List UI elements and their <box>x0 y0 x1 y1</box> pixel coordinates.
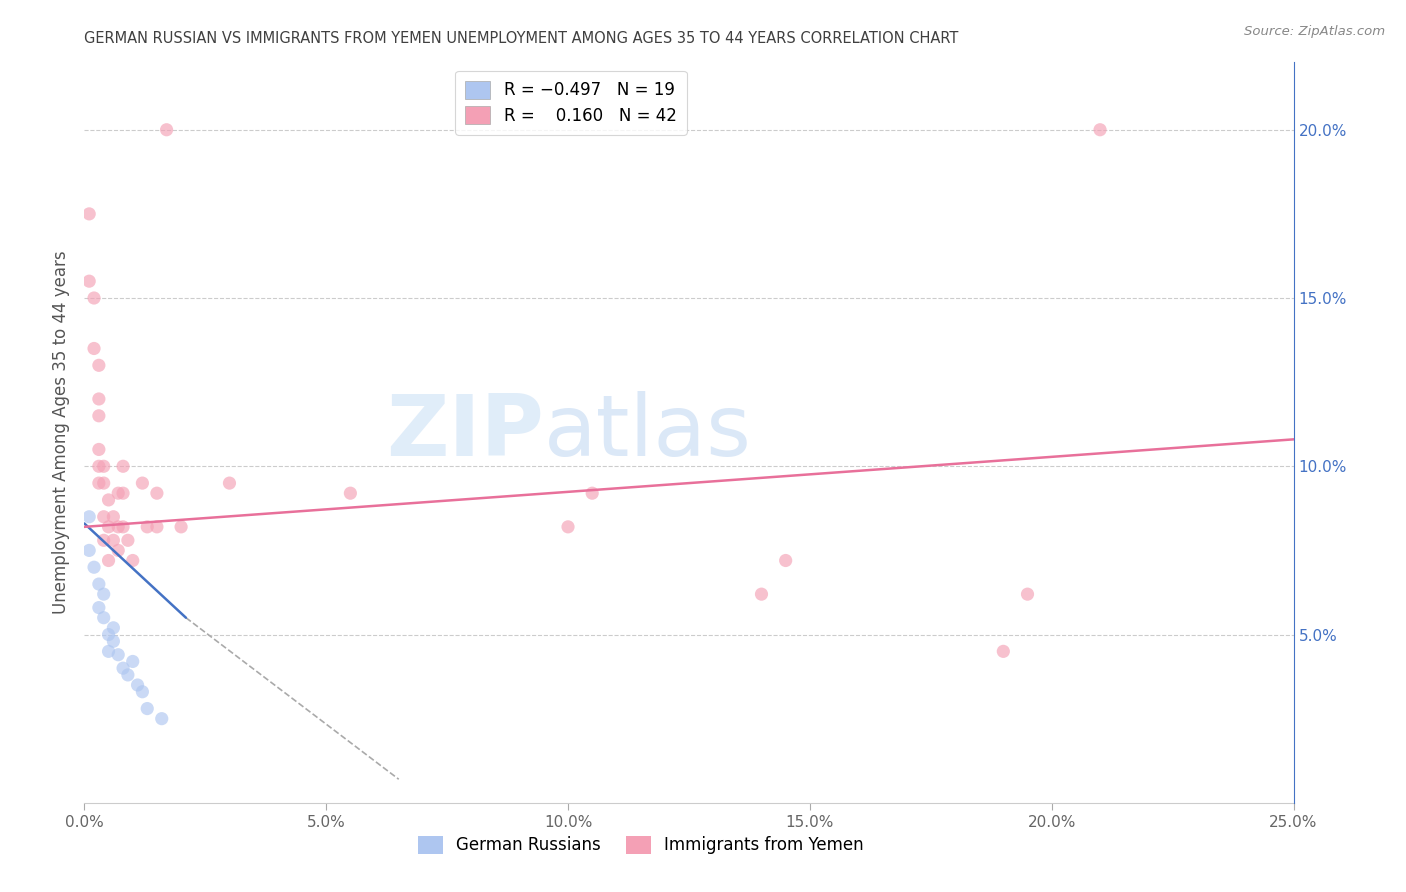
Point <box>83 560 105 574</box>
Point <box>155 122 177 136</box>
Point <box>150 712 173 726</box>
Point <box>93 459 115 474</box>
Point <box>107 520 129 534</box>
Point <box>97 644 120 658</box>
Legend: German Russians, Immigrants from Yemen: German Russians, Immigrants from Yemen <box>411 829 870 861</box>
Point <box>170 520 193 534</box>
Point <box>103 634 125 648</box>
Text: GERMAN RUSSIAN VS IMMIGRANTS FROM YEMEN UNEMPLOYMENT AMONG AGES 35 TO 44 YEARS C: GERMAN RUSSIAN VS IMMIGRANTS FROM YEMEN … <box>84 31 959 46</box>
Point <box>87 392 110 406</box>
Point <box>93 509 115 524</box>
Point <box>77 509 100 524</box>
Point <box>131 685 153 699</box>
Point <box>83 291 105 305</box>
Point <box>97 553 120 567</box>
Point <box>83 342 105 356</box>
Point <box>1017 587 1039 601</box>
Point <box>117 533 139 548</box>
Text: ZIP: ZIP <box>387 391 544 475</box>
Point <box>581 486 603 500</box>
Y-axis label: Unemployment Among Ages 35 to 44 years: Unemployment Among Ages 35 to 44 years <box>52 251 70 615</box>
Point <box>103 533 125 548</box>
Point <box>339 486 361 500</box>
Point <box>775 553 797 567</box>
Point <box>93 476 115 491</box>
Point <box>121 553 143 567</box>
Point <box>93 610 115 624</box>
Point <box>127 678 149 692</box>
Point <box>1088 122 1111 136</box>
Point <box>131 476 153 491</box>
Point <box>117 668 139 682</box>
Point <box>557 520 579 534</box>
Point <box>218 476 240 491</box>
Point <box>112 486 135 500</box>
Point <box>93 533 115 548</box>
Point <box>97 627 120 641</box>
Point <box>97 492 120 507</box>
Point <box>87 600 110 615</box>
Point <box>77 207 100 221</box>
Point <box>77 274 100 288</box>
Text: Source: ZipAtlas.com: Source: ZipAtlas.com <box>1244 25 1385 38</box>
Point <box>993 644 1015 658</box>
Point <box>107 543 129 558</box>
Point <box>107 486 129 500</box>
Point <box>146 520 169 534</box>
Point <box>87 442 110 457</box>
Point <box>87 359 110 373</box>
Point <box>112 520 135 534</box>
Point <box>87 459 110 474</box>
Point <box>146 486 169 500</box>
Point <box>103 509 125 524</box>
Point <box>112 459 135 474</box>
Point <box>77 543 100 558</box>
Point <box>103 621 125 635</box>
Point <box>87 409 110 423</box>
Text: atlas: atlas <box>544 391 752 475</box>
Point <box>107 648 129 662</box>
Point <box>97 520 120 534</box>
Point <box>751 587 773 601</box>
Point <box>136 520 159 534</box>
Point <box>136 701 159 715</box>
Point <box>121 655 143 669</box>
Point <box>112 661 135 675</box>
Point <box>87 476 110 491</box>
Point <box>87 577 110 591</box>
Point <box>93 587 115 601</box>
